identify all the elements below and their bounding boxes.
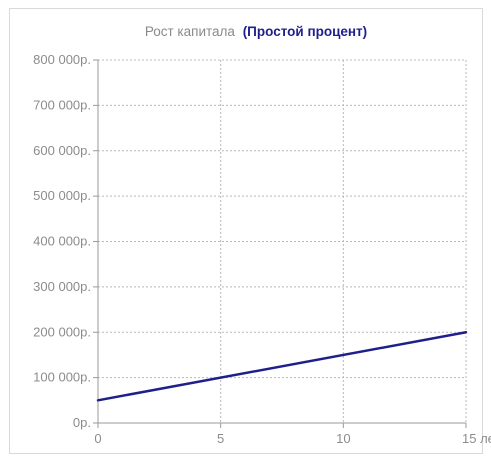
series-line bbox=[96, 331, 468, 402]
x-tick-label: 5 bbox=[217, 431, 224, 446]
grid-lines bbox=[98, 59, 467, 423]
y-tick-label: 500 000р. bbox=[33, 188, 91, 203]
x-tick-label: 10 bbox=[336, 431, 350, 446]
chart-frame bbox=[9, 8, 483, 454]
x-tick-label: 15 лет bbox=[462, 431, 491, 446]
y-tick-label: 300 000р. bbox=[33, 279, 91, 294]
chart-title-main: Рост капитала bbox=[145, 24, 236, 39]
y-tick-label: 0р. bbox=[73, 415, 91, 430]
series-layer bbox=[96, 331, 468, 402]
chart-title-subtitle: (Простой процент) bbox=[243, 24, 367, 39]
y-tick-label: 700 000р. bbox=[33, 97, 91, 112]
y-tick-label: 100 000р. bbox=[33, 370, 91, 385]
y-tick-label: 800 000р. bbox=[33, 52, 91, 67]
tick-labels: 0р. 100 000р. 200 000р. 300 000р. 400 000р. 5… bbox=[33, 52, 491, 446]
axes bbox=[93, 59, 467, 428]
y-tick-label: 400 000р. bbox=[33, 234, 91, 249]
y-tick-label: 200 000р. bbox=[33, 324, 91, 339]
y-tick-label: 600 000р. bbox=[33, 143, 91, 158]
x-tick-label: 0 bbox=[94, 431, 101, 446]
chart-title: Рост капитала (Простой процент) bbox=[145, 24, 367, 39]
